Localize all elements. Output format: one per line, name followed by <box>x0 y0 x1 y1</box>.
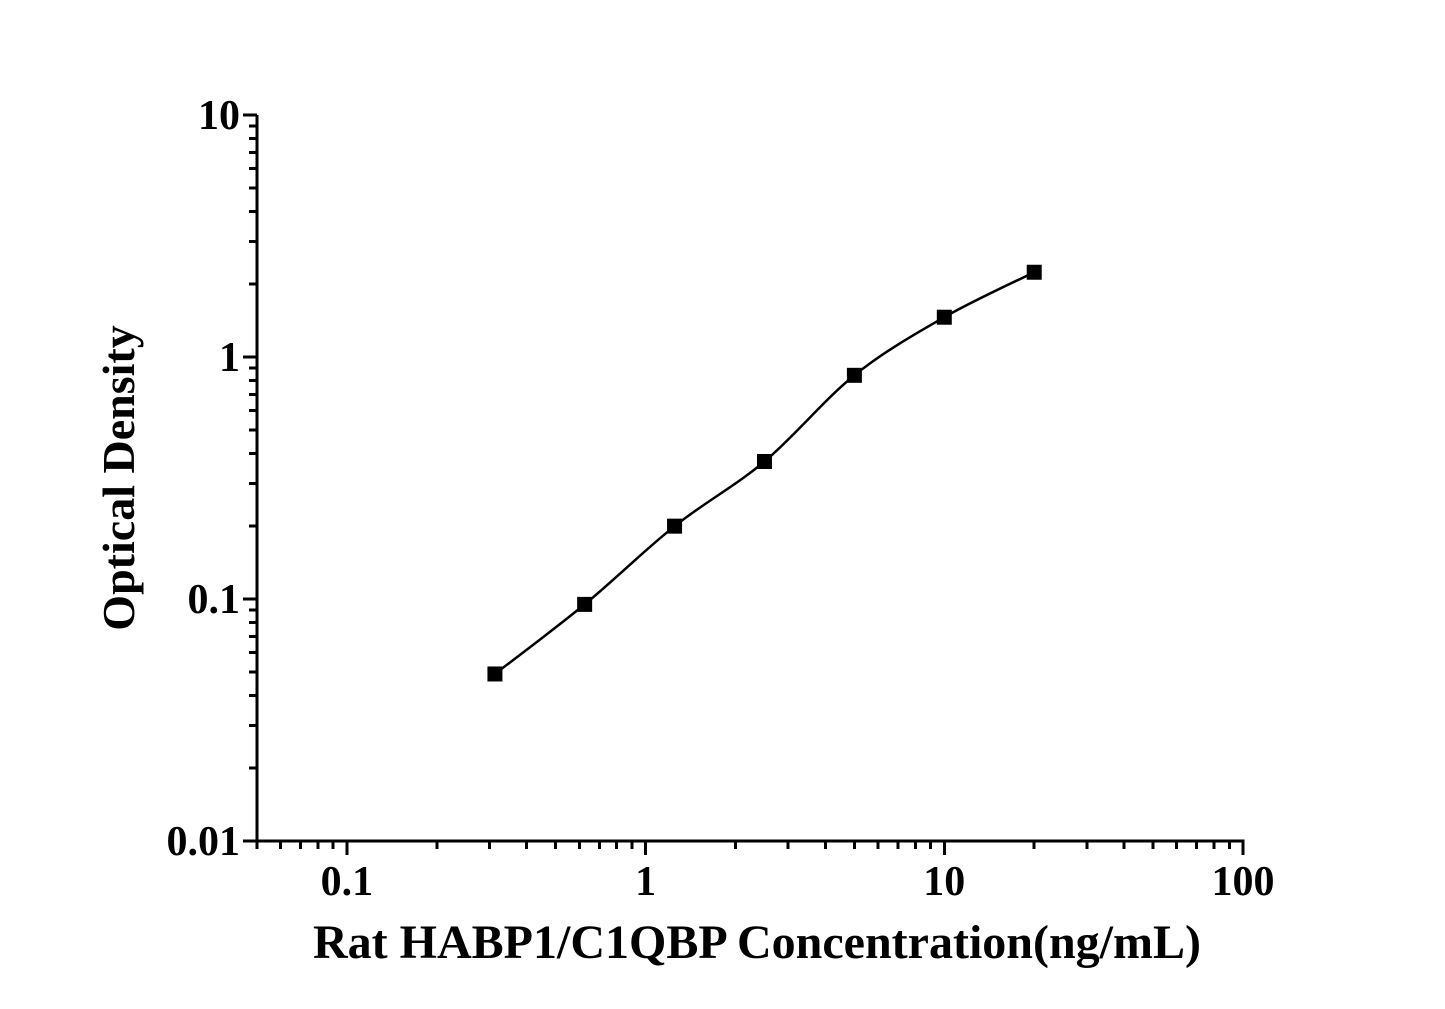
x-tick-label: 0.1 <box>321 859 374 905</box>
y-tick-label: 0.1 <box>188 577 241 623</box>
standard-curve-line <box>494 271 1035 675</box>
data-point-marker <box>936 309 952 325</box>
data-point-marker <box>1026 264 1042 280</box>
y-tick-label: 10 <box>198 93 240 139</box>
y-axis-title: Optical Density <box>93 325 144 630</box>
chart-generated-layer: 0.1 1 10 100 0.01 0.1 1 10 <box>167 93 1275 905</box>
data-point-marker <box>846 367 862 383</box>
data-point-marker <box>756 453 772 469</box>
y-tick-label: 0.01 <box>167 819 241 865</box>
x-tick-label: 1 <box>635 859 656 905</box>
y-tick-label: 1 <box>219 335 240 381</box>
x-tick-label: 10 <box>923 859 965 905</box>
data-point-marker <box>667 518 683 534</box>
data-point-marker <box>487 666 503 682</box>
x-axis-title: Rat HABP1/C1QBP Concentration(ng/mL) <box>313 916 1201 969</box>
data-point-marker <box>577 596 593 612</box>
x-tick-label: 100 <box>1212 859 1275 905</box>
